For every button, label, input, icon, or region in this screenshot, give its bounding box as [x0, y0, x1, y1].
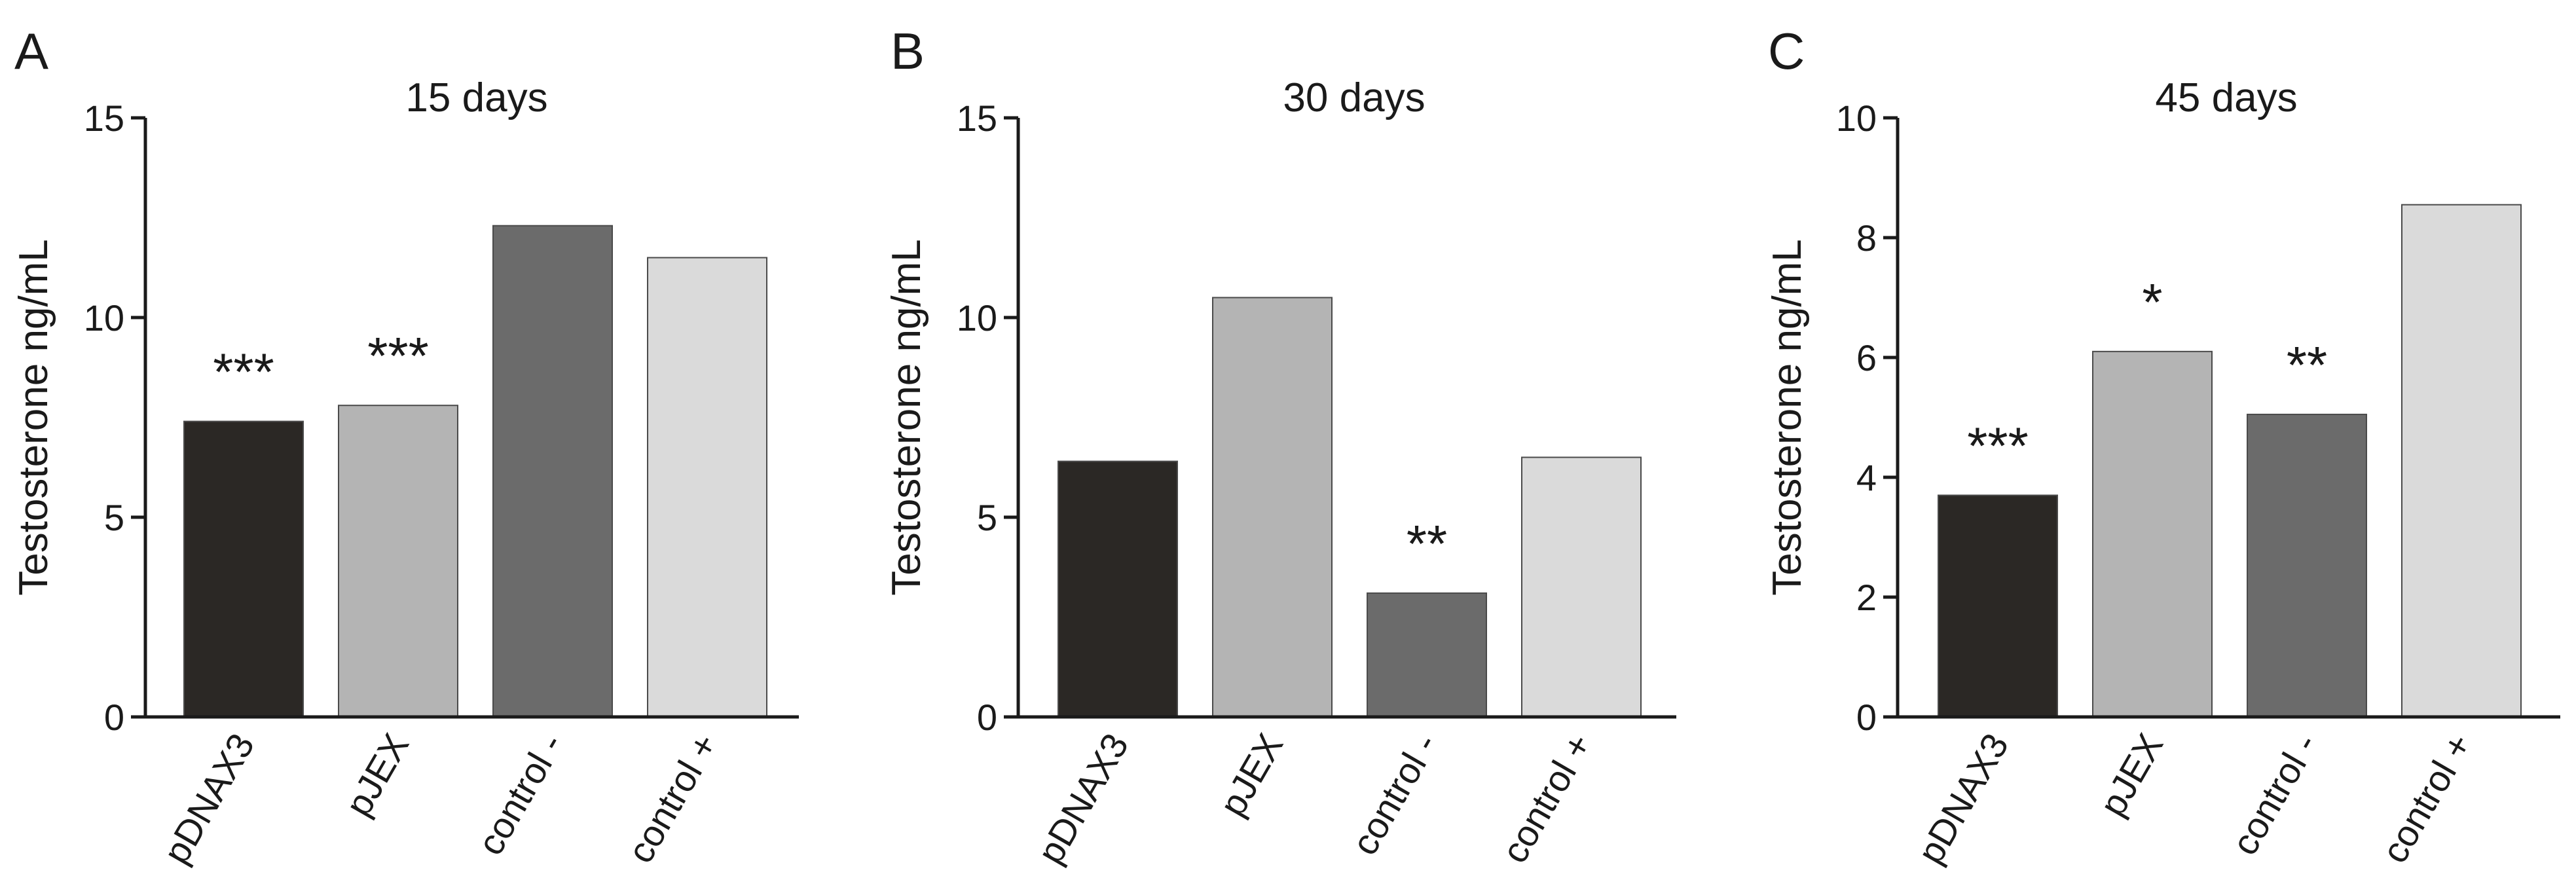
x-tick-label: control - [1344, 727, 1446, 862]
x-tick-label: control + [1494, 727, 1600, 870]
y-axis-label: Testosterone ng/mL [1765, 239, 1810, 596]
bar-pjex [1212, 297, 1333, 718]
panel-letter: B [891, 22, 925, 80]
significance-marker: ** [2287, 336, 2327, 394]
bar-control [2401, 204, 2522, 718]
y-tick-label: 6 [1856, 337, 1877, 378]
x-tick-label: control + [619, 727, 726, 870]
panel-letter: A [14, 22, 48, 80]
y-tick-label: 4 [1856, 457, 1877, 498]
y-tick-label: 8 [1856, 217, 1877, 259]
y-tick-label: 5 [977, 497, 997, 538]
bar-pdnax3 [1058, 460, 1178, 718]
significance-marker: *** [213, 343, 274, 401]
significance-marker: *** [367, 327, 428, 385]
x-tick-label: control + [2374, 727, 2480, 870]
y-tick-label: 5 [104, 497, 124, 538]
bar-control [2247, 413, 2367, 718]
significance-marker: ** [1407, 515, 1447, 573]
y-axis-label: Testosterone ng/mL [11, 239, 56, 596]
chart-panel-a: A 15 days Testosterone ng/mL *** pDNAX3 *** pJ… [11, 22, 799, 871]
bar-control [1367, 592, 1487, 718]
bar-pdnax3 [183, 420, 304, 718]
x-tick-label: pDNAX3 [1909, 727, 2016, 871]
x-tick-label: pJEX [337, 727, 416, 823]
y-tick-label: 10 [1836, 98, 1877, 139]
y-tick-label: 0 [104, 697, 124, 738]
y-tick-label: 10 [957, 297, 997, 338]
x-tick-label: control - [2224, 727, 2326, 862]
x-tick-label: pDNAX3 [155, 727, 262, 871]
x-tick-label: pJEX [1211, 727, 1291, 823]
chart-title: 45 days [2155, 75, 2297, 120]
bar-pjex [338, 405, 458, 718]
chart-panel-b: B 30 days Testosterone ng/mL pDNAX3 pJEX ** co… [884, 22, 1676, 871]
chart-title: 15 days [405, 75, 547, 120]
y-tick-label: 2 [1856, 577, 1877, 618]
y-axis-label: Testosterone ng/mL [884, 239, 929, 596]
bar-pjex [2092, 350, 2213, 718]
x-tick-label: pDNAX3 [1029, 727, 1136, 871]
significance-marker: *** [1967, 416, 2028, 475]
y-tick-label: 15 [84, 98, 124, 139]
bar-control [492, 225, 613, 718]
x-tick-label: control - [469, 727, 572, 862]
y-tick-label: 0 [1856, 697, 1877, 738]
bar-control [1521, 456, 1642, 718]
y-tick-label: 0 [977, 697, 997, 738]
x-tick-label: pJEX [2091, 727, 2171, 823]
bar-control [647, 257, 767, 718]
chart-title: 30 days [1283, 75, 1425, 120]
y-tick-label: 15 [957, 98, 997, 139]
y-tick-label: 10 [84, 297, 124, 338]
panel-letter: C [1768, 22, 1805, 80]
significance-marker: * [2142, 273, 2162, 331]
chart-panel-c: C 45 days Testosterone ng/mL *** pDNAX3 * pJEX… [1765, 22, 2560, 871]
bar-pdnax3 [1938, 494, 2058, 718]
